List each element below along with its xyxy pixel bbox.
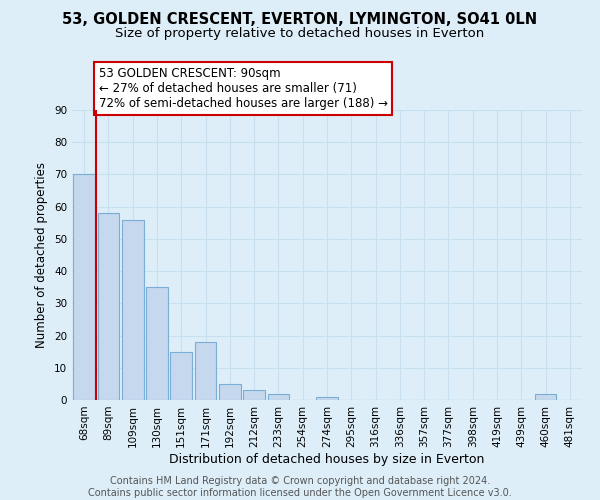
Bar bbox=[146, 287, 168, 400]
Bar bbox=[122, 220, 143, 400]
Bar bbox=[268, 394, 289, 400]
Text: Contains HM Land Registry data © Crown copyright and database right 2024.
Contai: Contains HM Land Registry data © Crown c… bbox=[88, 476, 512, 498]
Bar bbox=[73, 174, 95, 400]
Text: 53 GOLDEN CRESCENT: 90sqm
← 27% of detached houses are smaller (71)
72% of semi-: 53 GOLDEN CRESCENT: 90sqm ← 27% of detac… bbox=[99, 67, 388, 110]
Bar bbox=[535, 394, 556, 400]
Bar bbox=[316, 397, 338, 400]
Bar bbox=[243, 390, 265, 400]
X-axis label: Distribution of detached houses by size in Everton: Distribution of detached houses by size … bbox=[169, 452, 485, 466]
Text: 53, GOLDEN CRESCENT, EVERTON, LYMINGTON, SO41 0LN: 53, GOLDEN CRESCENT, EVERTON, LYMINGTON,… bbox=[62, 12, 538, 28]
Bar bbox=[219, 384, 241, 400]
Bar bbox=[194, 342, 217, 400]
Bar bbox=[97, 213, 119, 400]
Y-axis label: Number of detached properties: Number of detached properties bbox=[35, 162, 49, 348]
Text: Size of property relative to detached houses in Everton: Size of property relative to detached ho… bbox=[115, 28, 485, 40]
Bar bbox=[170, 352, 192, 400]
